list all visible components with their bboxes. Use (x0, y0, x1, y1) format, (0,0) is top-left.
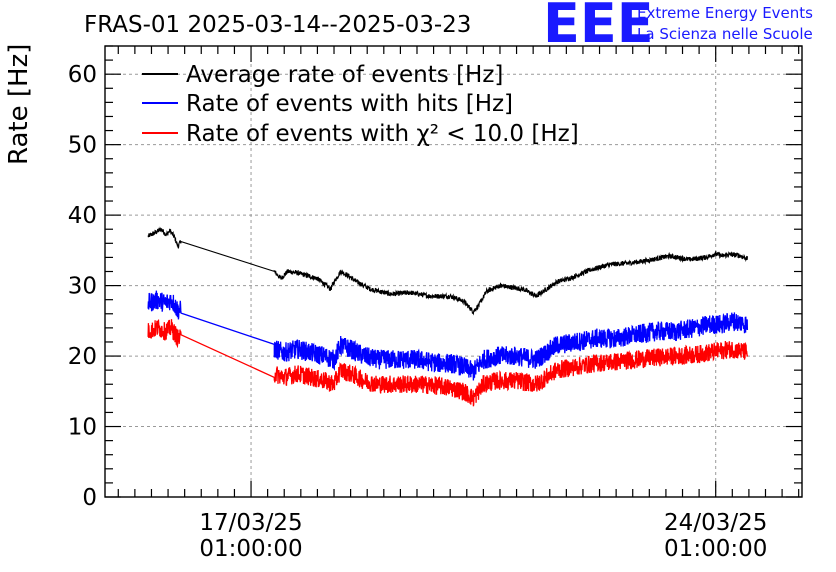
eee-logo: EEE Extreme Energy Events La Scienza nel… (543, 0, 813, 55)
axis-ticks (105, 45, 802, 498)
y-tick-labels: 0 10 20 30 40 50 60 (68, 62, 97, 511)
y-axis-title: Rate [Hz] (4, 44, 34, 165)
series-hits-line (147, 290, 749, 381)
series-layer (147, 226, 749, 407)
logo-line2: La Scienza nelle Scuole (637, 25, 813, 43)
legend-label-chi2: Rate of events with χ² < 10.0 [Hz] (186, 121, 579, 147)
legend-label-average: Average rate of events [Hz] (186, 62, 503, 88)
grid (105, 46, 802, 497)
chart-title: FRAS-01 2025-03-14--2025-03-23 (84, 12, 471, 38)
y-tick-label: 30 (68, 274, 97, 300)
y-tick-label: 40 (68, 203, 97, 229)
series-average-line (147, 226, 748, 316)
logo-line1: Extreme Energy Events (637, 4, 813, 22)
y-tick-label: 60 (68, 62, 97, 88)
x-tick-label-time: 01:00:00 (199, 536, 302, 562)
series-chi2-line (147, 318, 749, 407)
x-tick-label-date: 24/03/25 (664, 510, 767, 536)
x-tick-label-date: 17/03/25 (199, 510, 302, 536)
y-tick-label: 20 (68, 344, 97, 370)
y-tick-label: 0 (82, 485, 97, 511)
legend: Average rate of events [Hz] Rate of even… (142, 62, 579, 147)
legend-label-hits: Rate of events with hits [Hz] (186, 91, 513, 117)
y-tick-label: 10 (68, 415, 97, 441)
y-tick-label: 50 (68, 133, 97, 159)
x-tick-label-time: 01:00:00 (664, 536, 767, 562)
